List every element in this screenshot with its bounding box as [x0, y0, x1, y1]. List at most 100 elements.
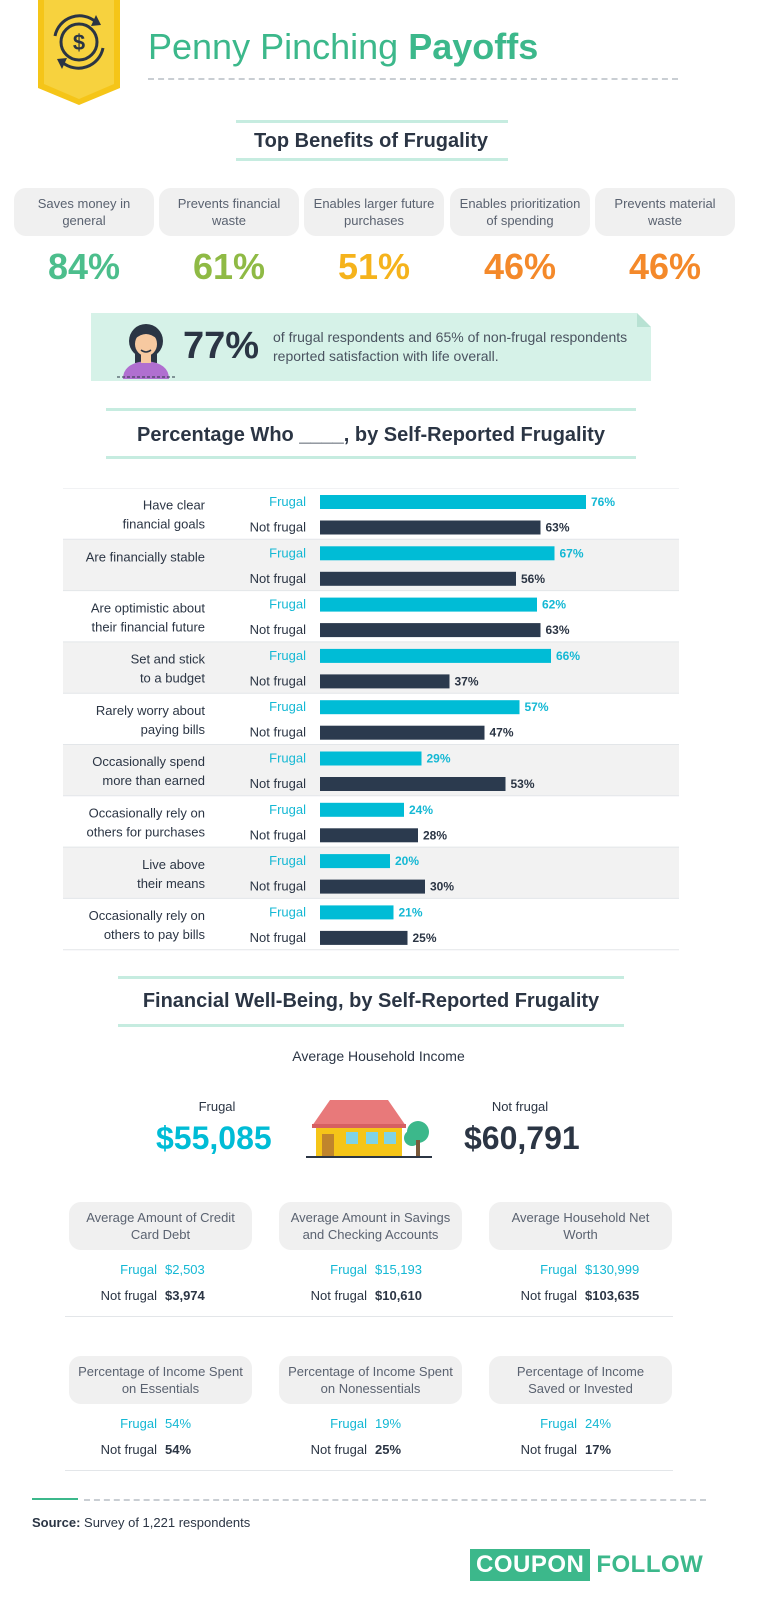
frugal-bar	[320, 854, 390, 869]
bar-value-label: 67%	[560, 546, 584, 560]
notfrugal-bar	[320, 879, 425, 894]
notfrugal-income-label: Not frugal	[491, 1099, 549, 1114]
folded-corner	[637, 313, 651, 327]
card-frugal-row: Frugal $130,999	[540, 1262, 640, 1277]
frugal-bar	[320, 700, 520, 715]
bar-value-label: 76%	[591, 495, 615, 509]
frugality-bar-chart: Have clear financial goals Frugal 76% Not fr…	[63, 488, 679, 951]
category-label: Occasionally rely on	[89, 908, 205, 923]
card-notfrugal-row: Not frugal 54%	[100, 1442, 192, 1457]
callout-value: 77%	[183, 325, 260, 367]
notfrugal-bar	[320, 520, 541, 535]
category-label: their financial future	[92, 619, 205, 634]
footer-rule	[32, 1498, 78, 1500]
card-notfrugal-row: Not frugal 17%	[520, 1442, 612, 1457]
frugal-bar	[320, 648, 551, 663]
bar-value-label: 30%	[430, 880, 454, 894]
frugal-bar	[320, 905, 394, 920]
dollar-badge-icon: $	[38, 0, 120, 105]
card-frugal-row: Frugal $15,193	[330, 1262, 422, 1277]
category-label: financial goals	[123, 517, 206, 532]
series-label: Not frugal	[250, 725, 306, 740]
series-label: Frugal	[269, 545, 306, 560]
woman-avatar-icon	[117, 324, 175, 379]
section-rule-bottom	[106, 456, 636, 459]
section-rule-top	[118, 976, 624, 979]
series-label: Not frugal	[250, 930, 306, 945]
category-label: their means	[137, 876, 205, 891]
benefit-label: Prevents financial waste	[159, 188, 299, 236]
category-label: Set and stick	[131, 652, 206, 667]
category-label: Are financially stable	[86, 549, 205, 564]
category-label: Have clear	[143, 498, 206, 513]
series-label: Not frugal	[250, 571, 306, 586]
benefits-title: Top Benefits of Frugality	[253, 130, 489, 152]
card-notfrugal-row: Not frugal 25%	[310, 1442, 402, 1457]
category-label: paying bills	[141, 722, 206, 737]
bar-value-label: 56%	[521, 572, 545, 586]
series-label: Not frugal	[250, 776, 306, 791]
series-label: Not frugal	[250, 622, 306, 637]
benefit-label: Enables larger future purchases	[304, 188, 444, 236]
category-label: Rarely worry about	[96, 703, 205, 718]
card-title: Percentage of Income Spent on Essentials	[69, 1356, 252, 1404]
category-label: more than earned	[102, 773, 205, 788]
benefit-value: 46%	[483, 246, 557, 287]
series-label: Not frugal	[250, 827, 306, 842]
footer-dashed-rule	[84, 1499, 706, 1501]
logo-part1: COUPON	[470, 1549, 591, 1581]
notfrugal-bar	[320, 828, 418, 843]
bar-value-label: 57%	[525, 700, 549, 714]
series-label: Not frugal	[250, 879, 306, 894]
series-label: Frugal	[269, 597, 306, 612]
income-title: Average Household Income	[292, 1048, 465, 1064]
notfrugal-bar	[320, 725, 485, 740]
section-rule-top	[236, 120, 508, 123]
benefit-label: Saves money in general	[14, 188, 154, 236]
category-label: Are optimistic about	[91, 600, 206, 615]
category-label: Live above	[142, 857, 205, 872]
notfrugal-bar	[320, 777, 506, 791]
section-rule-top	[106, 408, 636, 411]
card-notfrugal-row: Not frugal $3,974	[100, 1288, 205, 1303]
series-label: Frugal	[269, 802, 306, 817]
benefit-label: Prevents material waste	[595, 188, 735, 236]
frugal-bar	[320, 495, 586, 509]
notfrugal-bar	[320, 674, 450, 689]
category-label: others to pay bills	[104, 927, 206, 942]
frugal-bar	[320, 597, 537, 612]
frugal-bar	[320, 802, 404, 817]
bar-value-label: 47%	[490, 726, 514, 740]
notfrugal-bar	[320, 571, 516, 586]
bar-value-label: 29%	[427, 752, 451, 766]
benefit-value: 84%	[47, 246, 121, 287]
card-title: Average Household Net Worth	[489, 1202, 672, 1250]
wellbeing-title: Financial Well-Being, by Self-Reported F…	[142, 990, 600, 1012]
card-title: Average Amount in Savings and Checking A…	[279, 1202, 462, 1250]
card-notfrugal-row: Not frugal $10,610	[310, 1288, 422, 1303]
couponfollow-logo: COUPON FOLLOW	[470, 1548, 703, 1582]
chart-title: Percentage Who ____, by Self-Reported Fr…	[137, 424, 605, 446]
bar-value-label: 24%	[409, 803, 433, 817]
series-label: Not frugal	[250, 520, 306, 535]
satisfaction-callout: 77% of frugal respondents and 65% of non…	[91, 313, 651, 381]
logo-part2: FOLLOW	[596, 1551, 704, 1578]
bar-value-label: 28%	[423, 828, 447, 842]
series-label: Frugal	[269, 699, 306, 714]
card-frugal-row: Frugal $2,503	[120, 1262, 205, 1277]
card-frugal-row: Frugal 54%	[120, 1416, 192, 1431]
series-label: Frugal	[269, 648, 306, 663]
notfrugal-income-value: $60,791	[464, 1120, 580, 1156]
bar-value-label: 25%	[413, 931, 437, 945]
category-label: Occasionally spend	[92, 754, 205, 769]
card-frugal-row: Frugal 24%	[540, 1416, 612, 1431]
frugal-bar	[320, 751, 422, 766]
benefit-label: Enables prioritization of spending	[450, 188, 590, 236]
card-frugal-row: Frugal 19%	[330, 1416, 402, 1431]
card-title: Percentage of Income Spent on Nonessenti…	[279, 1356, 462, 1404]
frugal-bar	[320, 546, 555, 561]
frugal-income-value: $55,085	[156, 1120, 272, 1156]
source-note: Source: Survey of 1,221 respondents	[32, 1515, 251, 1530]
category-label: to a budget	[140, 671, 205, 686]
card-title: Percentage of Income Saved or Invested	[489, 1356, 672, 1404]
